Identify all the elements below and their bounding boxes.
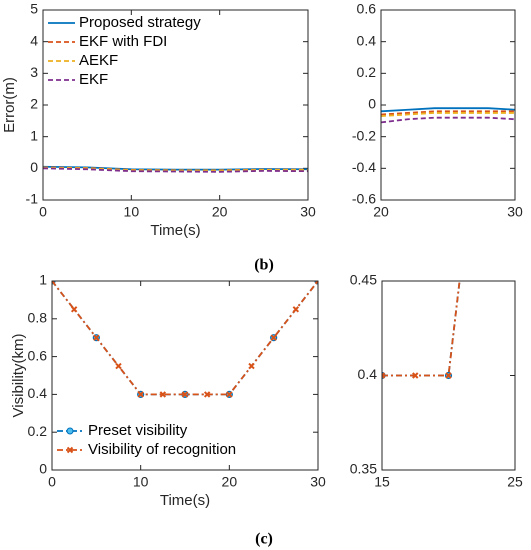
marker: [226, 391, 233, 398]
y-tick-label: -0.2: [352, 127, 376, 143]
y-tick-label: 0.45: [350, 272, 377, 288]
marker: [292, 306, 300, 313]
line: [381, 110, 515, 116]
axes: 00.20.40.60.810 10 20 30Time(s)Visibility(k…: [10, 272, 326, 509]
marker: [382, 372, 386, 379]
line: [381, 112, 515, 117]
legend-label: Proposed strategy: [79, 14, 201, 31]
x-tick-label: 30: [310, 474, 326, 490]
y-tick-label: -1: [26, 191, 39, 207]
y-tick-label: 0: [368, 96, 376, 112]
plot-area: [52, 281, 318, 470]
caption: (c): [255, 531, 273, 548]
y-tick-label: 0.35: [350, 461, 377, 477]
y-tick-label: 0.8: [28, 310, 48, 326]
marker: [137, 391, 144, 398]
marker: [93, 334, 100, 341]
y-tick-label: 0.4: [358, 366, 378, 382]
marker: [412, 372, 419, 379]
axes-box: [51, 280, 319, 471]
x-tick-label: 15: [374, 474, 390, 490]
marker: [181, 391, 189, 398]
marker: [203, 391, 211, 398]
line: [43, 166, 308, 172]
legend-label: EKF with FDI: [79, 33, 167, 50]
marker: [70, 306, 78, 313]
legend-marker: [66, 446, 74, 454]
y-tick-label: -0.4: [352, 159, 376, 175]
series-group: [382, 281, 461, 380]
series-group: [43, 165, 308, 173]
plot-area: [381, 10, 515, 200]
y-tick-label: -0.6: [352, 191, 376, 207]
y-tick-label: 0.2: [28, 423, 48, 439]
marker: [248, 362, 255, 370]
x-tick-label: 10: [133, 474, 149, 490]
x-tick-label: 30: [507, 204, 523, 220]
y-tick-label: 1: [30, 127, 38, 143]
line: [43, 167, 308, 173]
line: [381, 107, 515, 113]
y-tick-label: 0.4: [357, 32, 377, 48]
y-tick-label: 5: [30, 1, 38, 17]
axes: -0.6 -0.4 -0.2 0 0.2 0.4 0.6 20 30: [352, 1, 523, 220]
x-tick-label: 20: [212, 204, 228, 220]
y-tick-label: 4: [30, 32, 38, 48]
x-tick-label: 0: [48, 474, 56, 490]
y-tick-label: 0.2: [357, 64, 377, 80]
series-group: [52, 281, 318, 398]
y-tick-label: 0.6: [28, 347, 48, 363]
line: [381, 116, 515, 124]
legend-label: Preset visibility: [88, 422, 188, 439]
x-axis-label: Time(s): [160, 492, 210, 509]
x-axis-label: Time(s): [150, 222, 200, 239]
y-tick-label: 0.6: [357, 1, 377, 17]
y-axis-label: Error(m): [1, 77, 18, 133]
x-tick-label: 10: [124, 204, 140, 220]
x-tick-label: 25: [507, 474, 523, 490]
x-tick-label: 30: [300, 204, 316, 220]
marker: [159, 391, 167, 398]
series-group: [381, 107, 515, 124]
line: [382, 281, 461, 377]
y-tick-label: 2: [30, 96, 38, 112]
caption: (b): [254, 257, 274, 274]
axes: 0.35 0.4 0.45 15 25: [350, 272, 523, 490]
legend-marker: [66, 427, 74, 435]
legend-label: EKF: [79, 71, 108, 88]
legend-label: Visibility of recognition: [88, 441, 236, 458]
marker: [52, 281, 56, 285]
y-axis-label: Visibility(km): [10, 334, 27, 418]
y-tick-label: 0: [30, 159, 38, 175]
marker: [270, 334, 277, 341]
legend-label: AEKF: [79, 52, 118, 69]
marker: [445, 372, 452, 379]
axes-box: [42, 9, 309, 201]
y-tick-label: 3: [30, 64, 38, 80]
x-tick-label: 0: [39, 204, 47, 220]
axes-box: [380, 9, 516, 201]
y-tick-label: 0: [39, 461, 47, 477]
y-tick-label: 1: [39, 272, 47, 288]
axes-box: [381, 280, 516, 471]
marker: [115, 362, 122, 370]
marker: [314, 281, 318, 285]
x-tick-label: 20: [222, 474, 238, 490]
y-tick-label: 0.4: [28, 385, 48, 401]
x-tick-label: 20: [373, 204, 389, 220]
